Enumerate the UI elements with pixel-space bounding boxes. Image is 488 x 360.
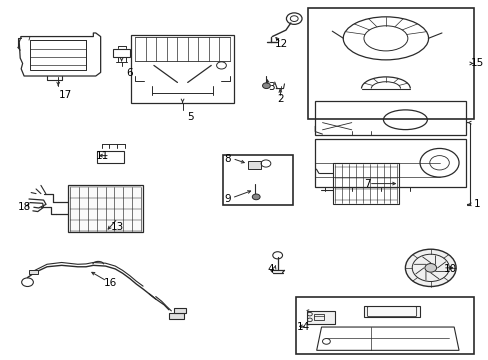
Bar — [30, 40, 86, 69]
Text: 5: 5 — [187, 112, 194, 122]
Bar — [313, 314, 324, 320]
Bar — [333, 163, 399, 204]
Text: 17: 17 — [59, 90, 72, 100]
Circle shape — [262, 83, 270, 89]
Text: 12: 12 — [274, 39, 287, 49]
Text: 10: 10 — [443, 264, 456, 274]
Bar — [222, 155, 293, 205]
Bar — [97, 151, 123, 163]
Bar — [174, 308, 186, 314]
Text: 16: 16 — [104, 278, 117, 288]
Bar — [113, 49, 130, 57]
Text: 7: 7 — [363, 179, 370, 189]
Bar — [168, 313, 183, 319]
Text: 2: 2 — [277, 94, 284, 104]
Text: 13: 13 — [111, 222, 124, 232]
Text: 15: 15 — [470, 58, 484, 68]
Bar — [307, 8, 473, 119]
Bar — [29, 270, 38, 274]
Text: 6: 6 — [126, 68, 133, 78]
Bar — [295, 297, 473, 354]
Bar — [363, 306, 419, 317]
Bar — [68, 185, 143, 232]
Text: 4: 4 — [267, 264, 274, 274]
Circle shape — [252, 194, 260, 200]
Bar — [131, 35, 233, 103]
Circle shape — [424, 264, 436, 272]
Bar — [315, 101, 466, 135]
Bar — [306, 311, 334, 324]
Text: 14: 14 — [297, 322, 310, 332]
Text: 11: 11 — [96, 150, 109, 161]
Text: 9: 9 — [224, 194, 231, 204]
Text: 3: 3 — [267, 82, 274, 92]
Text: 8: 8 — [224, 154, 231, 164]
Text: 1: 1 — [473, 199, 479, 210]
Text: 18: 18 — [18, 202, 31, 212]
Bar — [248, 161, 260, 168]
Bar — [315, 139, 466, 187]
Circle shape — [405, 249, 455, 287]
